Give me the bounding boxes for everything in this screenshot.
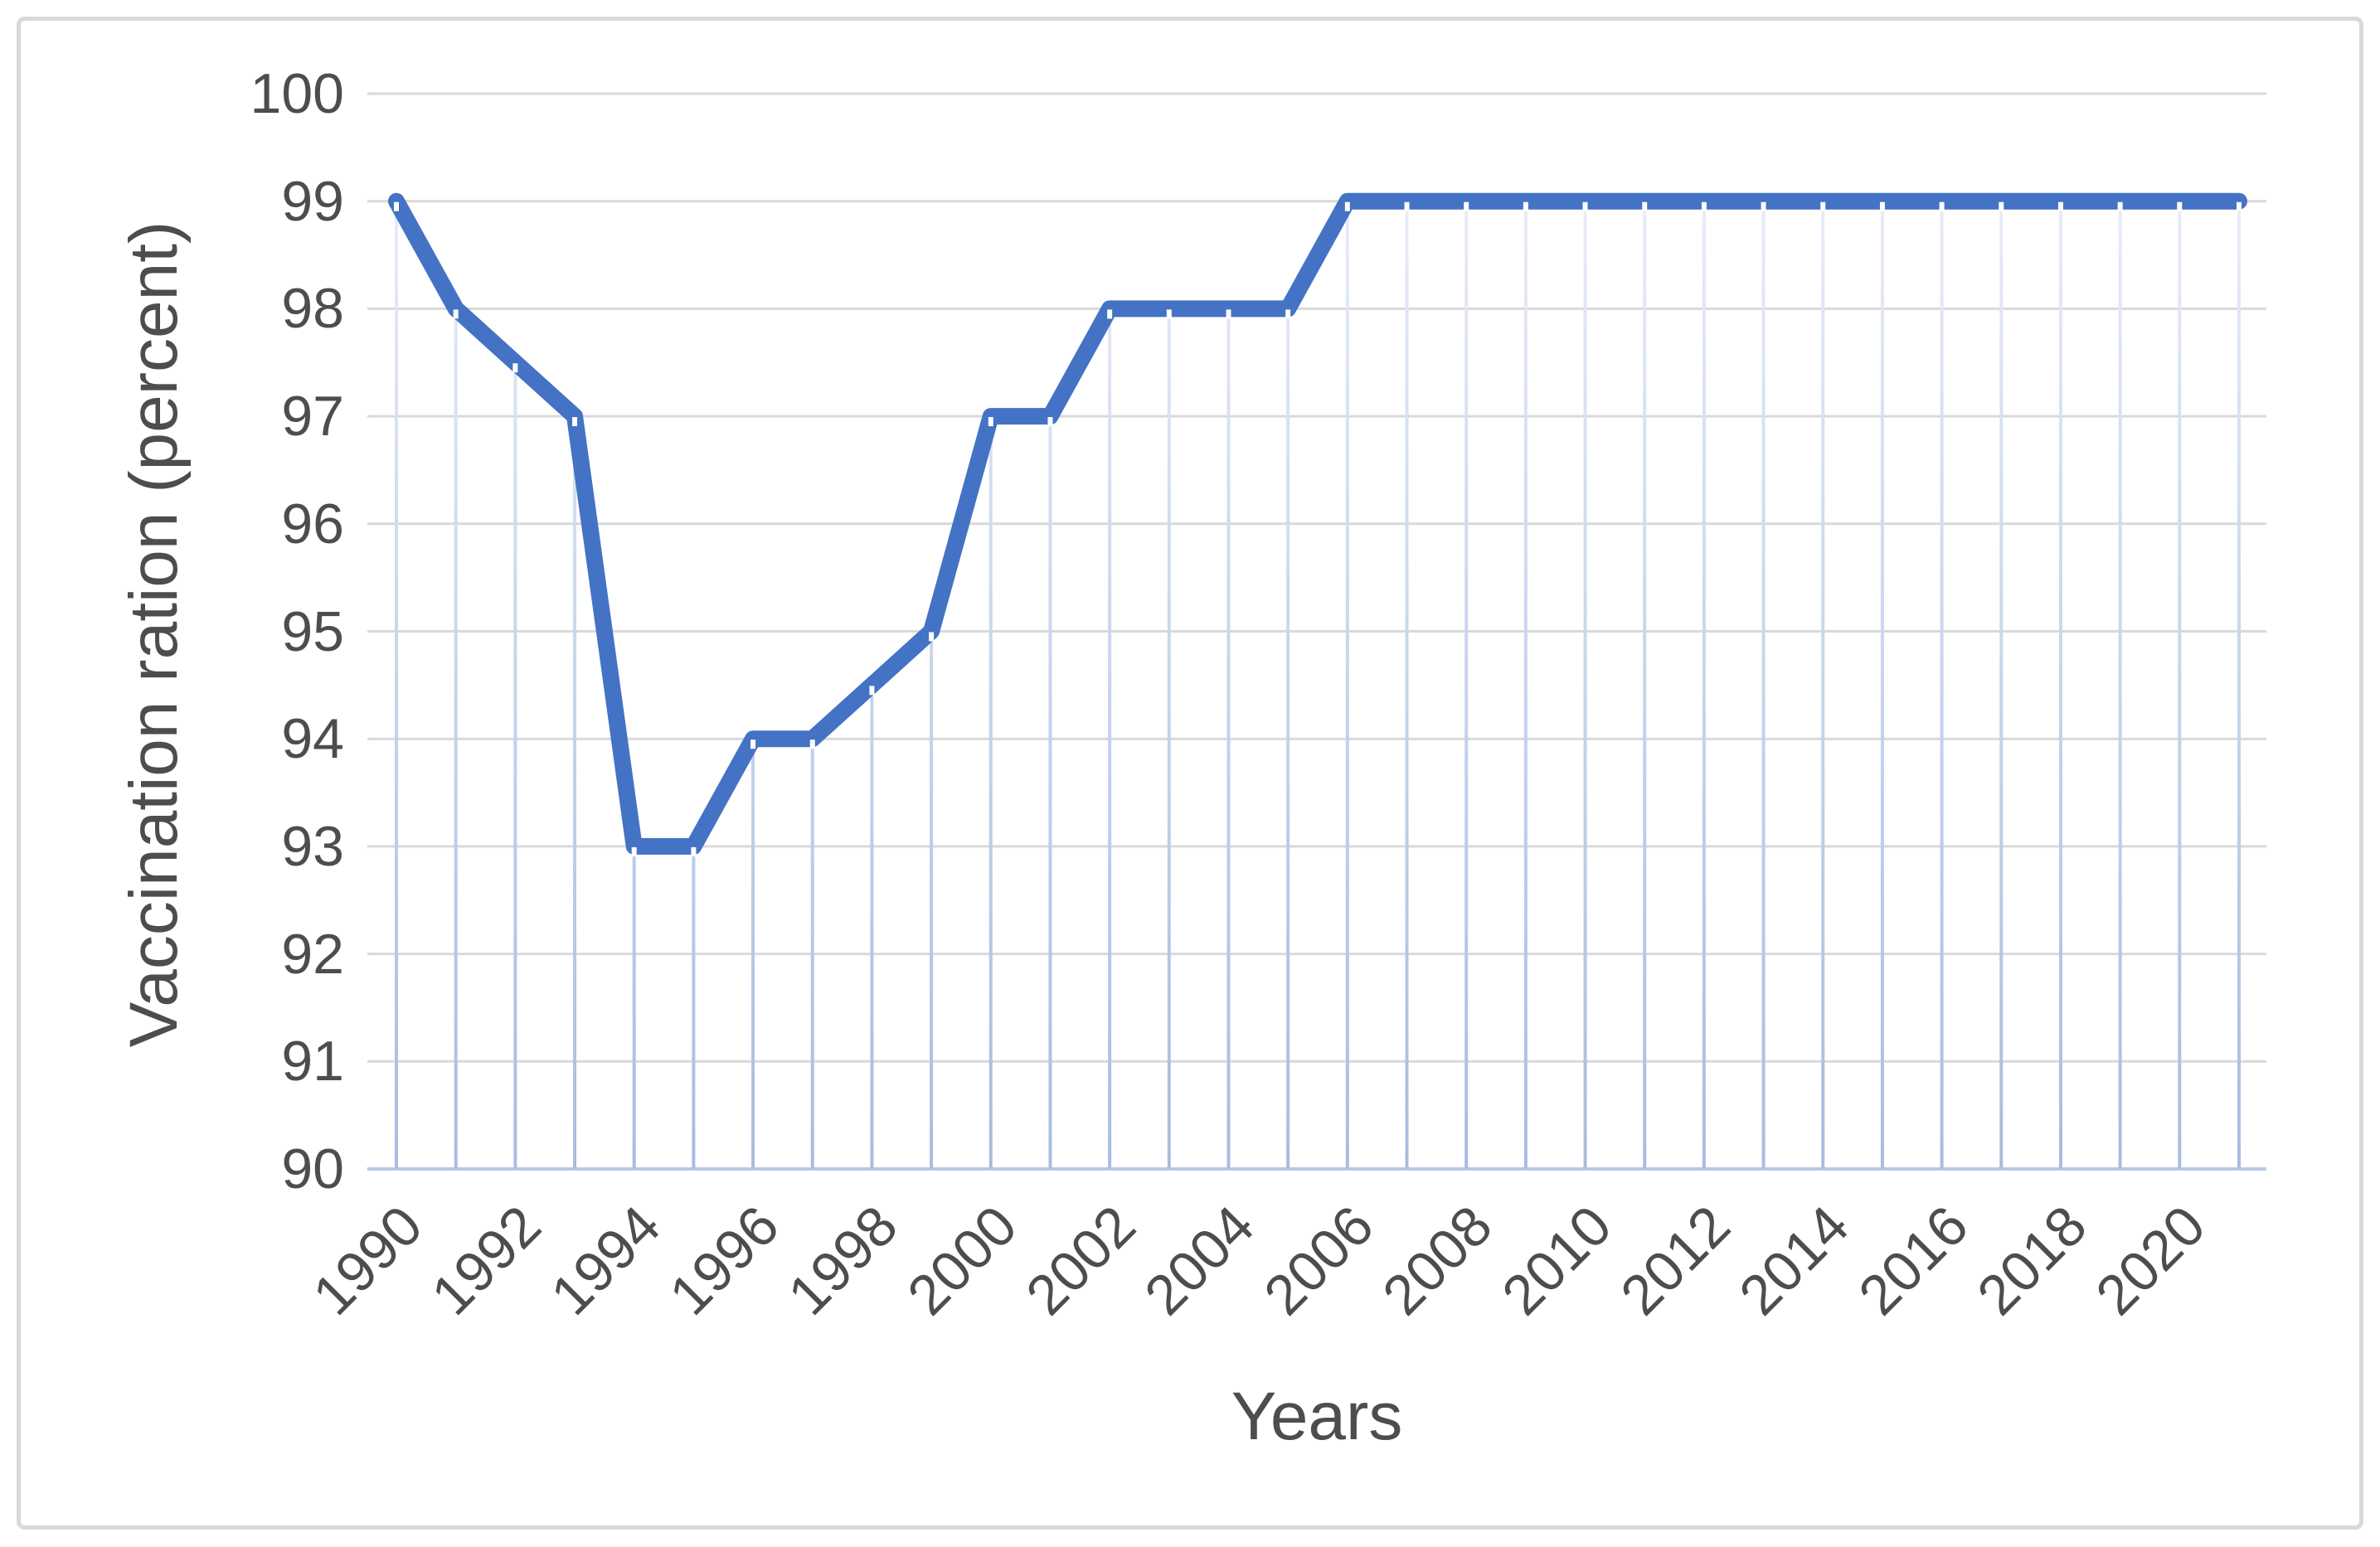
y-tick-label: 95	[281, 599, 344, 663]
data-point-notch	[1999, 201, 2004, 211]
y-tick-label: 94	[281, 707, 344, 771]
data-point-notch	[869, 686, 875, 696]
data-point-notch	[1285, 309, 1291, 319]
data-point-notch	[929, 632, 935, 642]
data-point-notch	[1582, 201, 1588, 211]
data-point-notch	[1166, 309, 1172, 319]
chart-frame	[17, 17, 2363, 1530]
y-tick-label: 90	[281, 1137, 344, 1200]
data-point-notch	[1344, 201, 1350, 211]
y-tick-label: 100	[250, 62, 344, 125]
data-point-notch	[2057, 201, 2063, 211]
y-tick-label: 98	[281, 277, 344, 341]
data-point-notch	[1047, 417, 1053, 427]
data-point-notch	[1107, 309, 1113, 319]
data-point-notch	[2237, 201, 2242, 211]
data-point-notch	[512, 363, 518, 373]
data-point-notch	[750, 740, 756, 749]
data-point-notch	[1226, 309, 1231, 319]
data-point-notch	[1879, 201, 1885, 211]
data-point-notch	[1939, 201, 1945, 211]
data-point-notch	[2177, 201, 2183, 211]
y-tick-label: 99	[281, 169, 344, 233]
data-point-notch	[1820, 201, 1826, 211]
data-point-notch	[1761, 201, 1766, 211]
data-point-notch	[2117, 201, 2123, 211]
data-point-notch	[572, 417, 578, 427]
data-point-notch	[1404, 201, 1410, 211]
data-line-series	[388, 192, 2247, 855]
data-point-notch	[1523, 201, 1528, 211]
data-point-notch	[1701, 201, 1707, 211]
data-point-notch	[394, 201, 399, 211]
x-axis-title: Years	[1231, 1379, 1403, 1454]
y-tick-label: 91	[281, 1030, 344, 1094]
data-point-notch	[988, 417, 993, 427]
data-point-notch	[453, 309, 459, 319]
y-tick-label: 92	[281, 922, 344, 986]
data-point-notch	[691, 846, 697, 856]
data-point-notch	[631, 846, 637, 856]
y-tick-label: 96	[281, 492, 344, 555]
y-tick-label: 93	[281, 814, 344, 878]
y-tick-label: 97	[281, 385, 344, 449]
data-point-notch	[809, 740, 815, 749]
data-point-notch	[1464, 201, 1469, 211]
data-point-notch	[1642, 201, 1648, 211]
